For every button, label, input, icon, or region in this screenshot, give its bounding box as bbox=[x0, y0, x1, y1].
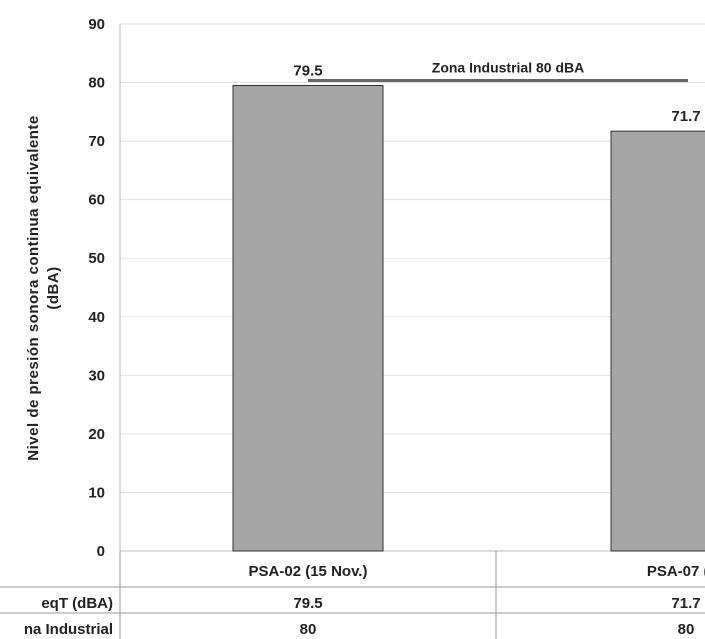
bar bbox=[610, 130, 705, 552]
y-tick-label: 60 bbox=[88, 192, 105, 209]
y-tick-label: 90 bbox=[88, 16, 105, 33]
reference-line-group: Zona Industrial 80 dBA bbox=[308, 60, 688, 83]
y-tick-label: 0 bbox=[97, 543, 105, 560]
x-category-label: PSA-07 (05 bbox=[647, 563, 705, 580]
x-category-label: PSA-02 (15 Nov.) bbox=[249, 563, 368, 580]
y-tick-label: 50 bbox=[88, 250, 105, 267]
y-axis-title-line: Nivel de presión sonora continua equival… bbox=[25, 115, 42, 460]
y-axis-title-group: Nivel de presión sonora continua equival… bbox=[25, 115, 62, 460]
data-label: 71.7 bbox=[671, 108, 700, 125]
table-cell: 80 bbox=[300, 621, 317, 638]
y-tick-label: 10 bbox=[88, 484, 105, 501]
data-label: 79.5 bbox=[293, 62, 322, 79]
data-table: PSA-02 (15 Nov.) PSA-07 (05 eqT (dBA) 79.5 7… bbox=[0, 551, 705, 639]
table-cell: 79.5 bbox=[293, 595, 322, 612]
gridlines bbox=[120, 23, 705, 493]
y-tick-label: 70 bbox=[88, 133, 105, 150]
y-axis-title-line: (dBA) bbox=[45, 266, 62, 309]
y-axis: 0 10 20 30 40 50 60 70 80 90 bbox=[88, 16, 705, 560]
y-tick-label: 40 bbox=[88, 309, 105, 326]
y-tick-label: 80 bbox=[88, 75, 105, 92]
table-row-header: na Industrial bbox=[24, 621, 113, 638]
y-tick-label: 30 bbox=[88, 367, 105, 384]
bar bbox=[232, 84, 384, 552]
table-cell: 80 bbox=[678, 621, 695, 638]
table-row-header: eqT (dBA) bbox=[41, 595, 113, 612]
y-tick-label: 20 bbox=[88, 426, 105, 443]
bars: 79.5 71.7 bbox=[232, 62, 705, 552]
table-cell: 71.7 bbox=[671, 595, 700, 612]
reference-line-label: Zona Industrial 80 dBA bbox=[432, 60, 584, 76]
y-axis-title: Nivel de presión sonora continua equival… bbox=[25, 115, 62, 460]
